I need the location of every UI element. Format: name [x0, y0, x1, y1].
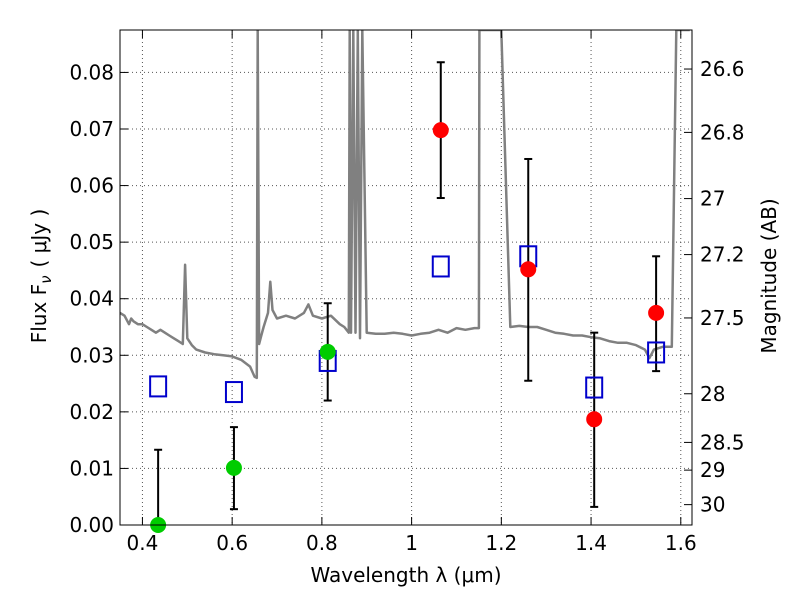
tick-layer: 0.4 0.6 0.8 1 1.2 1.4 1.6 0.00 0.01 0.02 0.03 0.04 0… — [69, 30, 745, 555]
y-tick-label: 0.00 — [69, 513, 114, 537]
detection-point — [432, 122, 449, 139]
x-tick-label: 0.8 — [306, 531, 338, 555]
right-tick-label: 27.5 — [700, 306, 745, 330]
plot-frame — [119, 29, 693, 526]
y-tick-label: 0.05 — [69, 230, 114, 254]
detection-point — [648, 304, 665, 321]
x-tick-label: 1 — [405, 531, 418, 555]
spectrum-layer — [120, 30, 690, 380]
right-tick-label: 28 — [700, 382, 725, 406]
acs-point — [225, 459, 242, 476]
y-axis-title-main: Flux F — [27, 284, 51, 343]
y-tick-label: 0.06 — [69, 174, 114, 198]
model-square-marker — [149, 375, 168, 398]
grid-lines — [120, 30, 692, 526]
right-tick-label: 27.2 — [700, 243, 745, 267]
right-tick-label: 26.6 — [700, 57, 745, 81]
model-square-marker — [431, 255, 450, 278]
right-tick-label: 29 — [700, 458, 725, 482]
acs-point — [319, 343, 336, 360]
x-axis-title: Wavelength λ (μm) — [310, 563, 501, 587]
model-square-marker — [224, 381, 243, 404]
spectrum-line — [120, 30, 690, 380]
y-tick-label: 0.01 — [69, 456, 114, 480]
y-tick-label: 0.02 — [69, 400, 114, 424]
detection-point — [586, 411, 603, 428]
y-tick-label: 0.07 — [69, 117, 114, 141]
marker-layer — [149, 122, 666, 533]
right-axis-title: Magnitude (AB) — [757, 198, 781, 353]
detection-point — [520, 261, 537, 278]
x-tick-label: 1.2 — [485, 531, 517, 555]
x-tick-label: 0.6 — [216, 531, 248, 555]
y-tick-label: 0.08 — [69, 60, 114, 84]
right-tick-label: 27 — [700, 187, 725, 211]
right-tick-label: 28.5 — [700, 430, 745, 454]
y-axis-title-units: ( μJy ) — [27, 209, 51, 268]
y-axis-title-subscript: ν — [37, 275, 55, 283]
errorbar-layer — [154, 61, 661, 525]
x-tick-label: 1.6 — [665, 531, 697, 555]
model-square-marker — [585, 376, 604, 399]
y-tick-label: 0.03 — [69, 343, 114, 367]
model-square-marker — [647, 341, 666, 364]
x-tick-label: 1.4 — [575, 531, 607, 555]
right-tick-label: 26.8 — [700, 120, 745, 144]
y-axis-title: Flux Fν ( μJy ) — [27, 209, 55, 344]
y-tick-label: 0.04 — [69, 287, 114, 311]
x-tick-label: 0.4 — [127, 531, 159, 555]
right-tick-label: 30 — [700, 493, 725, 517]
